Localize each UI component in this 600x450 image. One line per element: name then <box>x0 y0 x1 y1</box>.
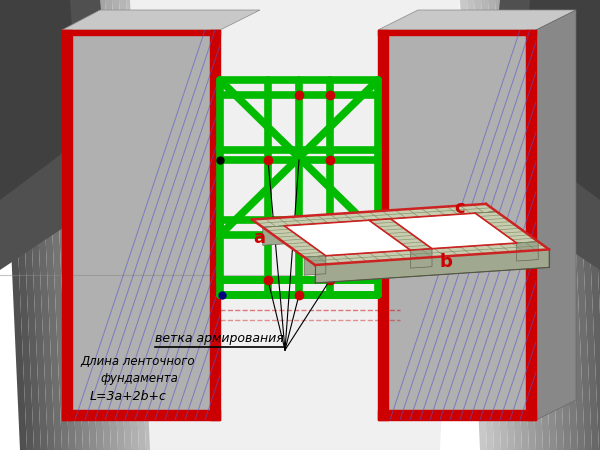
Polygon shape <box>593 0 600 450</box>
Polygon shape <box>21 0 48 450</box>
Polygon shape <box>210 30 220 420</box>
Polygon shape <box>105 0 132 450</box>
Polygon shape <box>509 0 536 450</box>
Polygon shape <box>579 0 600 450</box>
Polygon shape <box>35 0 62 450</box>
Polygon shape <box>263 212 497 245</box>
Text: ветка армирования: ветка армирования <box>155 332 284 345</box>
Polygon shape <box>263 226 326 257</box>
Polygon shape <box>536 10 576 420</box>
Polygon shape <box>133 0 160 450</box>
Polygon shape <box>62 30 72 420</box>
Polygon shape <box>126 0 153 450</box>
Polygon shape <box>0 0 80 200</box>
Polygon shape <box>537 0 564 450</box>
Polygon shape <box>49 0 76 450</box>
Polygon shape <box>62 30 220 420</box>
Polygon shape <box>572 0 599 450</box>
Text: L=3a+2b+c: L=3a+2b+c <box>90 390 167 403</box>
Polygon shape <box>523 0 550 450</box>
Text: Длина ленточного: Длина ленточного <box>80 355 194 368</box>
Polygon shape <box>530 0 557 450</box>
Polygon shape <box>62 30 220 420</box>
Polygon shape <box>558 0 585 450</box>
Text: фундамента: фундамента <box>100 372 178 385</box>
Polygon shape <box>378 30 388 420</box>
Polygon shape <box>304 242 549 265</box>
Polygon shape <box>378 30 536 35</box>
Polygon shape <box>369 219 432 250</box>
Polygon shape <box>378 410 536 420</box>
Polygon shape <box>516 0 543 450</box>
Polygon shape <box>410 249 432 268</box>
Polygon shape <box>91 0 118 450</box>
Polygon shape <box>526 30 536 420</box>
Polygon shape <box>467 0 494 450</box>
Polygon shape <box>304 256 326 275</box>
Polygon shape <box>474 0 501 450</box>
Polygon shape <box>62 410 220 420</box>
Polygon shape <box>28 0 55 450</box>
Polygon shape <box>517 242 538 261</box>
Polygon shape <box>488 0 515 450</box>
Text: a: a <box>253 229 265 247</box>
Text: b: b <box>439 253 452 271</box>
Polygon shape <box>378 30 536 420</box>
Polygon shape <box>0 0 27 450</box>
Polygon shape <box>378 30 536 420</box>
Polygon shape <box>520 0 600 200</box>
Polygon shape <box>252 204 497 227</box>
Polygon shape <box>63 0 90 450</box>
Polygon shape <box>481 0 508 450</box>
Polygon shape <box>84 0 111 450</box>
Polygon shape <box>7 0 34 450</box>
Polygon shape <box>284 220 410 256</box>
Polygon shape <box>70 0 97 450</box>
Polygon shape <box>480 0 600 270</box>
Polygon shape <box>378 10 576 30</box>
Polygon shape <box>475 212 538 243</box>
Polygon shape <box>77 0 104 450</box>
Polygon shape <box>14 0 41 450</box>
Polygon shape <box>56 0 83 450</box>
Polygon shape <box>112 0 139 450</box>
Polygon shape <box>495 0 522 450</box>
Polygon shape <box>502 0 529 450</box>
Polygon shape <box>315 249 549 283</box>
Polygon shape <box>252 204 549 265</box>
Polygon shape <box>130 0 460 450</box>
Polygon shape <box>565 0 592 450</box>
Polygon shape <box>544 0 571 450</box>
Polygon shape <box>62 30 220 35</box>
Polygon shape <box>0 0 120 270</box>
Polygon shape <box>551 0 578 450</box>
Text: c: c <box>455 199 465 217</box>
Polygon shape <box>62 10 260 30</box>
Polygon shape <box>42 0 69 450</box>
Polygon shape <box>98 0 125 450</box>
Polygon shape <box>586 0 600 450</box>
Polygon shape <box>391 213 517 249</box>
Polygon shape <box>460 0 487 450</box>
Polygon shape <box>119 0 146 450</box>
